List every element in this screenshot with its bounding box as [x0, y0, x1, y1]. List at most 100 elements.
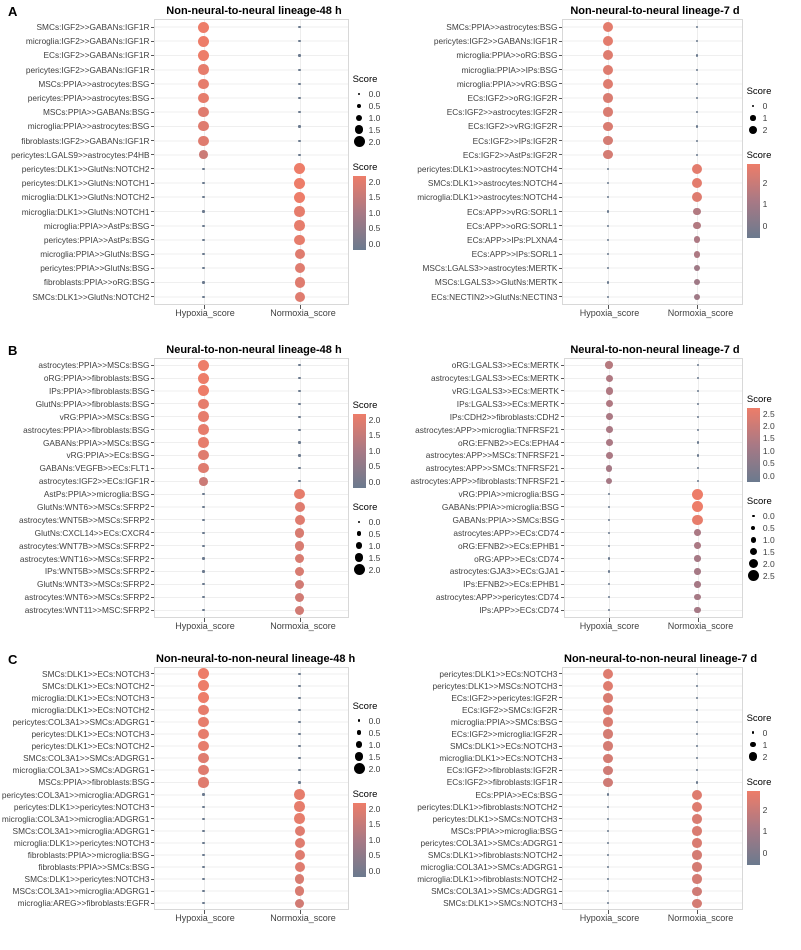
row-label: astrocytes:LGALS3>>ECs:MERTK [412, 372, 564, 385]
legend-label: 2 [762, 124, 768, 135]
score-dot [695, 68, 699, 71]
score-dot [202, 793, 205, 796]
dot-cell [563, 704, 652, 716]
score-dot [294, 553, 305, 564]
color-bar-ticks: 2.0 1.5 1.0 0.5 0.0 [366, 803, 381, 877]
legend-dot-box [747, 546, 760, 558]
row-label: astrocytes:PPIA>>fibroblasts:BSG [0, 423, 154, 436]
dot-cell [155, 704, 251, 716]
dot-row [155, 161, 348, 177]
score-dot [606, 465, 613, 472]
dot-cell [252, 776, 348, 788]
dot-cell [565, 385, 653, 398]
dot-cell [155, 801, 251, 813]
row-label: fibroblasts:PPIA>>oRG:BSG [0, 275, 154, 289]
score-dot [198, 35, 209, 47]
score-dot [202, 493, 205, 496]
dot-cell [252, 501, 348, 514]
dot-cell [563, 105, 652, 119]
row-label: ECs:IGF2>>fibroblasts:IGF1R [412, 776, 562, 788]
score-dot [603, 705, 613, 715]
dot-row [155, 565, 348, 578]
legend: Score 0 1 2 Score 2 1 0 [746, 19, 800, 305]
score-dot [198, 49, 209, 61]
dot-cell [652, 176, 741, 190]
legend-title: Score [746, 712, 772, 724]
dot-cell [652, 290, 741, 304]
dot-cell [652, 692, 741, 704]
dot-cell [155, 247, 251, 261]
score-dot [694, 265, 700, 272]
score-dot [298, 684, 301, 687]
color-bar-ticks: 2 1 0 [760, 791, 768, 865]
score-dot [198, 777, 209, 788]
row-label: ECs:IGF2>>IPs:IGF2R [412, 134, 562, 148]
score-dot [298, 454, 301, 457]
score-dot [605, 426, 613, 434]
score-dot [298, 402, 301, 405]
size-legend-item: 0.5 [353, 528, 412, 540]
dot-row [155, 275, 348, 290]
dot-cell [155, 91, 251, 105]
score-dot [696, 364, 699, 367]
dot-cell [563, 77, 652, 91]
dot-cell [155, 233, 251, 247]
legend-label: 1.0 [368, 540, 381, 551]
dot-row [155, 371, 348, 385]
score-dot [202, 609, 205, 612]
score-dot [696, 441, 699, 444]
legend-dot [358, 92, 361, 95]
dot-row [155, 48, 348, 63]
colorbar-tick-label: 2.0 [762, 421, 775, 432]
score-dot [198, 450, 209, 461]
dot-row [155, 590, 348, 604]
row-label: astrocytes:APP>>pericytes:CD74 [412, 591, 564, 604]
score-dot [605, 452, 613, 459]
dot-cell [563, 873, 652, 885]
dot-row [155, 358, 348, 372]
panel-B-label: B [8, 342, 18, 358]
dot-cell [563, 162, 652, 176]
size-legend-item: 1 [747, 112, 800, 124]
dot-cell [155, 776, 251, 788]
score-dot [202, 841, 205, 845]
row-label: pericytes:PPIA>>astrocytes:BSG [0, 91, 154, 105]
dot-cell [155, 861, 251, 873]
score-dot [202, 167, 205, 171]
score-dot [603, 135, 613, 146]
dot-cell [563, 134, 652, 148]
x-tick-label: Normoxia_score [667, 307, 734, 318]
dot-row [565, 423, 742, 437]
score-dot [294, 898, 305, 908]
score-dot [202, 518, 205, 521]
legend-dot [354, 752, 364, 761]
dot-cell [652, 219, 741, 233]
dot-cell [652, 247, 741, 261]
dot-row [563, 275, 742, 290]
row-label: GABANs:PPIA>>SMCs:BSG [412, 513, 564, 526]
dot-cell [563, 885, 652, 897]
score-dot [198, 704, 209, 716]
score-dot [298, 96, 301, 100]
dot-cell [652, 148, 741, 162]
dot-row [563, 204, 742, 219]
score-dot [198, 753, 209, 764]
row-label: vRG:PPIA>>microglia:BSG [412, 488, 564, 501]
dot-row [155, 176, 348, 191]
dot-row [155, 448, 348, 462]
score-dot [695, 732, 699, 736]
dot-cell [252, 591, 348, 604]
color-gradient-bar [746, 790, 760, 865]
score-dot [606, 281, 610, 284]
dot-cell [653, 385, 741, 398]
dot-cell [252, 134, 348, 148]
colorbar-tick-label: 2 [762, 804, 768, 815]
row-label: GlutNs:PPIA>>fibroblasts:BSG [0, 397, 154, 410]
panel-C: C Non-neural-to-non-neural lineage-48 h … [0, 652, 801, 927]
dot-cell [563, 668, 652, 680]
row-label: pericytes:DLK1>>ECs:NOTCH3 [0, 728, 154, 740]
dot-cell [155, 162, 251, 176]
legend-title: Score [352, 161, 378, 173]
row-label: microglia:DLK1>>ECs:NOTCH2 [0, 704, 154, 716]
dot-row [155, 812, 348, 825]
